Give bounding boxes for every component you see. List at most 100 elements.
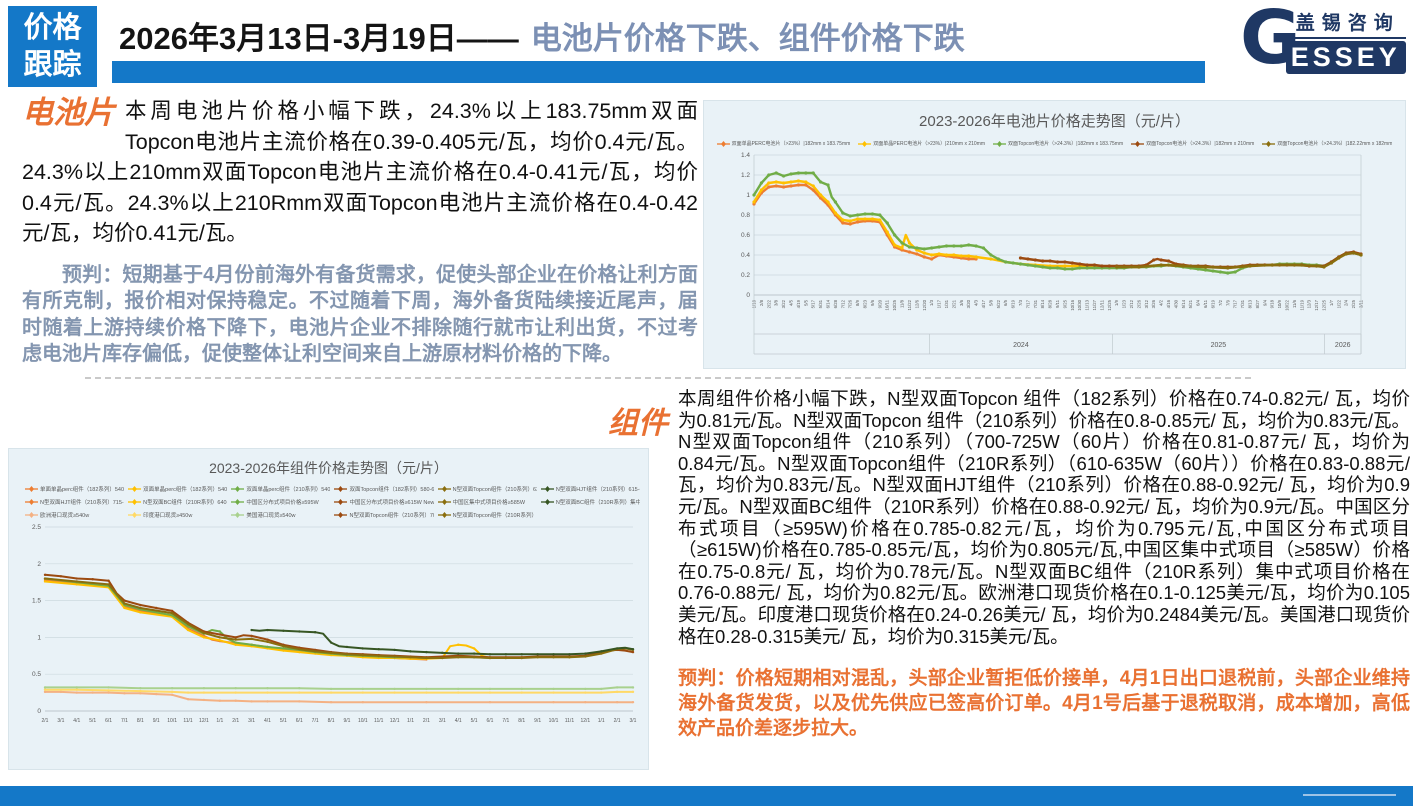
legend-entry: N型双面HJT组件（210系列）615-635W — [540, 485, 640, 493]
svg-text:8/14: 8/14 — [1040, 299, 1045, 308]
footer-accent-line — [1303, 794, 1396, 796]
svg-text:12/20: 12/20 — [922, 299, 927, 310]
svg-text:12/3: 12/3 — [1307, 299, 1312, 308]
svg-text:5/5: 5/5 — [803, 299, 808, 306]
legend-entry: 双面Topcon电池片（>24.3%）|182mm x 210mm — [1131, 140, 1254, 147]
legend-entry: 单面单晶perc组件（182系列）540-550W（72片） — [25, 485, 124, 493]
svg-text:10/30: 10/30 — [1077, 299, 1082, 310]
svg-text:2024: 2024 — [1013, 342, 1029, 349]
svg-text:2/21: 2/21 — [951, 299, 956, 308]
svg-text:10/16: 10/16 — [1070, 299, 1075, 310]
svg-text:6/1: 6/1 — [296, 718, 303, 724]
svg-text:12/6: 12/6 — [914, 299, 919, 308]
legend-entry: N型双面BC组件（210R系列）640-670W — [128, 498, 227, 506]
svg-text:6/4: 6/4 — [1196, 299, 1201, 306]
svg-text:3/20: 3/20 — [966, 299, 971, 308]
legend-entry: 双面Topcon电池片（>24.3%）|182mm x 183.75mm — [993, 140, 1123, 147]
legend-entry: 中国区分布式项目价格≥595W — [231, 498, 330, 506]
logo-english-name: ESSEY — [1285, 41, 1406, 74]
module-section: 组件 本周组件价格小幅下跌，N型双面Topcon 组件（182系列）价格在0.7… — [598, 388, 1410, 741]
svg-text:1.5: 1.5 — [32, 598, 41, 605]
svg-text:3/8: 3/8 — [774, 299, 779, 306]
svg-text:2/1: 2/1 — [423, 718, 430, 724]
svg-text:4/17: 4/17 — [981, 299, 986, 308]
svg-text:6/28: 6/28 — [833, 299, 838, 308]
svg-text:9/4: 9/4 — [1262, 299, 1267, 306]
svg-text:1/1: 1/1 — [216, 718, 223, 724]
cell-chart-title: 2023-2026年电池片价格走势图（元/片） — [919, 113, 1190, 130]
svg-text:1: 1 — [746, 192, 750, 199]
svg-text:12/25: 12/25 — [1321, 299, 1326, 310]
svg-text:3/26: 3/26 — [1151, 299, 1156, 308]
svg-text:2.5: 2.5 — [32, 524, 41, 531]
svg-text:7/31: 7/31 — [1033, 299, 1038, 308]
svg-text:2/12: 2/12 — [1129, 299, 1134, 308]
svg-text:1/1: 1/1 — [407, 718, 414, 724]
svg-text:8/27: 8/27 — [1255, 299, 1260, 308]
svg-text:11/22: 11/22 — [907, 299, 912, 310]
svg-text:2026: 2026 — [1335, 342, 1351, 349]
legend-entry: N型双面BC组件（210R系列）集中式项目价格640-670W — [540, 498, 640, 506]
legend-entry: 双面单晶perc组件（210系列）540-550W（55片） — [231, 485, 330, 493]
svg-text:1/1: 1/1 — [598, 718, 605, 724]
svg-text:2/4: 2/4 — [1344, 299, 1349, 306]
svg-text:8/28: 8/28 — [1048, 299, 1053, 308]
svg-text:12/1: 12/1 — [580, 718, 590, 724]
svg-text:11/19: 11/19 — [1299, 299, 1304, 310]
svg-text:0.2: 0.2 — [741, 272, 750, 279]
svg-text:2025: 2025 — [1211, 342, 1227, 349]
legend-entry: 双面单晶PERC电池片（>23%）|182mm x 183.75mm — [716, 140, 850, 147]
svg-text:9/20: 9/20 — [877, 299, 882, 308]
svg-text:11/27: 11/27 — [1092, 299, 1097, 310]
svg-text:4/2: 4/2 — [1159, 299, 1164, 306]
module-chart-title: 2023-2026年组件价格走势图（元/片） — [209, 460, 448, 476]
svg-text:6/1: 6/1 — [486, 718, 493, 724]
gessey-logo: G 盖锡咨询 ESSEY — [1240, 1, 1406, 75]
svg-text:11/6: 11/6 — [1292, 299, 1297, 308]
svg-text:7/31: 7/31 — [1240, 299, 1245, 308]
legend-entry: 美国港口现货≥540w — [231, 511, 330, 519]
dashed-divider — [85, 377, 1251, 379]
svg-text:7/12: 7/12 — [840, 299, 845, 308]
svg-text:10/25: 10/25 — [892, 299, 897, 310]
svg-text:10/1: 10/1 — [167, 718, 177, 724]
svg-text:3/1: 3/1 — [439, 718, 446, 724]
svg-text:1/23: 1/23 — [1122, 299, 1127, 308]
svg-text:7/9: 7/9 — [1225, 299, 1230, 306]
svg-text:2/1: 2/1 — [42, 718, 49, 724]
svg-text:4/1: 4/1 — [264, 718, 271, 724]
header-accent-bar — [112, 61, 1205, 83]
svg-text:9/18: 9/18 — [1270, 299, 1275, 308]
svg-text:11/8: 11/8 — [900, 299, 905, 308]
svg-text:8/1: 8/1 — [137, 718, 144, 724]
svg-text:0: 0 — [746, 292, 750, 299]
svg-text:2/1: 2/1 — [614, 718, 621, 724]
logo-chinese-name: 盖锡咨询 — [1285, 8, 1406, 39]
svg-text:6/1: 6/1 — [105, 718, 112, 724]
svg-text:5/31: 5/31 — [818, 299, 823, 308]
svg-text:4/3: 4/3 — [974, 299, 979, 306]
svg-text:1/31: 1/31 — [944, 299, 949, 308]
cell-section-body: 本周电池片价格小幅下跌，24.3%以上183.75mm双面Topcon电池片主流… — [22, 99, 698, 245]
legend-entry: 双面单晶PERC电池片（>23%）|210mm x 210mm — [858, 140, 985, 147]
svg-text:9/6: 9/6 — [870, 299, 875, 306]
svg-text:12/25: 12/25 — [1107, 299, 1112, 310]
svg-text:0: 0 — [37, 708, 41, 715]
svg-text:6/14: 6/14 — [826, 299, 831, 308]
svg-text:4/1: 4/1 — [73, 718, 80, 724]
svg-text:7/1: 7/1 — [121, 718, 128, 724]
svg-text:9/1: 9/1 — [343, 718, 350, 724]
svg-text:2/8: 2/8 — [759, 299, 764, 306]
module-section-forecast: 预判：价格短期相对混乱，头部企业暂拒低价接单，4月1日出口退税前，头部企业维持海… — [678, 668, 1410, 740]
svg-text:3/6: 3/6 — [959, 299, 964, 306]
module-price-line-chart: 0 0.5 1 1.5 2 2.5 2/1 3/1 4/1 5/1 6/1 7/1 8/1 9/1 10/1… — [9, 519, 648, 768]
module-section-heading: 组件 — [608, 407, 668, 440]
cell-price-chart-card: 2023-2026年电池片价格走势图（元/片） 双面单晶PERC电池片（>23%… — [703, 100, 1406, 369]
svg-text:7/2: 7/2 — [1218, 299, 1223, 306]
legend-entry: 中国区集中式项目价格≥585W — [437, 498, 537, 506]
svg-text:4/30: 4/30 — [1173, 299, 1178, 308]
svg-text:8/23: 8/23 — [863, 299, 868, 308]
svg-text:1.4: 1.4 — [741, 152, 750, 159]
svg-text:3/1: 3/1 — [57, 718, 64, 724]
svg-text:5/21: 5/21 — [1188, 299, 1193, 308]
